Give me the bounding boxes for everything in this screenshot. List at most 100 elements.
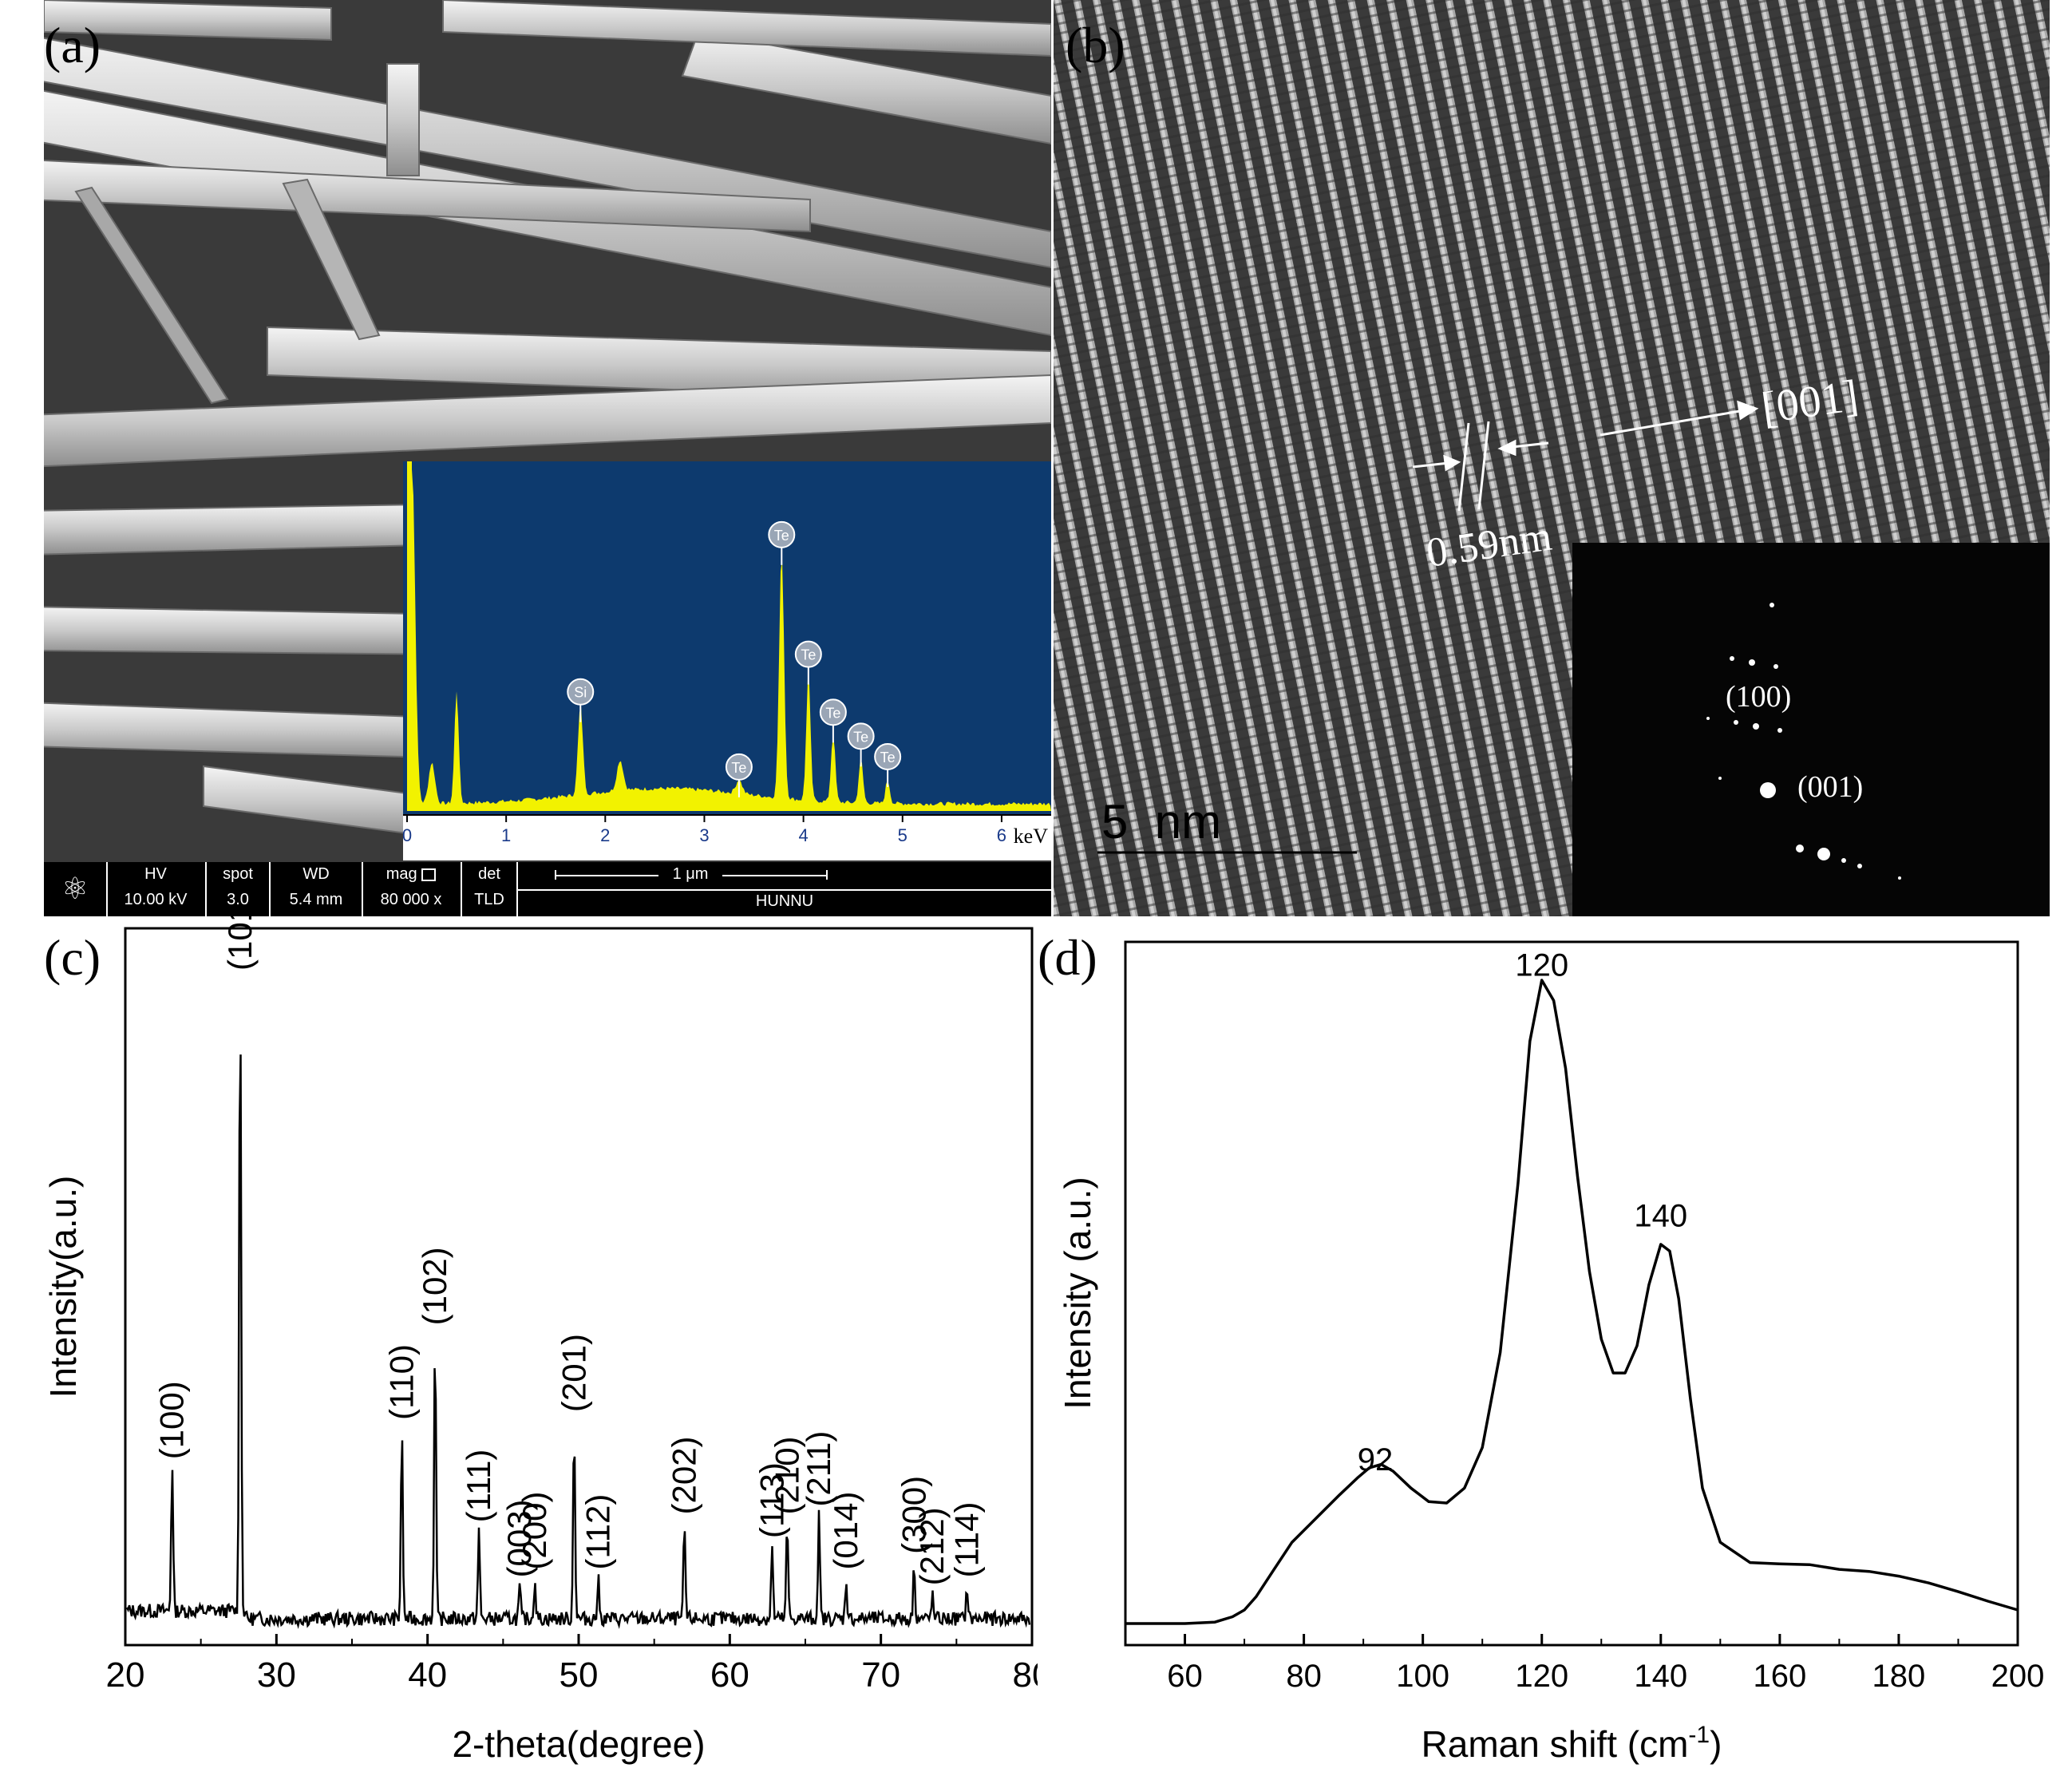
sem-scale-label: 1 μm (658, 865, 722, 884)
eds-x-tick-label: 2 (600, 825, 610, 845)
panel-a: Si Te Te Te Te Te Te 0 1 2 3 4 5 6 keV ⚛ HV 10.00 kV … (44, 0, 1051, 916)
panel-d-label: (d) (1038, 929, 1097, 986)
spacing-fringe-line (1457, 422, 1470, 512)
diffraction-spot (1730, 656, 1734, 661)
nanorod (386, 63, 420, 176)
eds-peak-label: Te (853, 729, 868, 745)
xrd-peak-label: (112) (579, 1494, 617, 1570)
nanorod (44, 0, 332, 42)
raman-x-tick-label: 180 (1872, 1659, 1926, 1694)
panel-a-label: (a) (44, 17, 101, 73)
diffraction-spot (1898, 876, 1901, 880)
nanorod (44, 606, 460, 656)
raman-x-tick-label: 140 (1634, 1659, 1687, 1694)
xrd-peak-label: (114) (948, 1502, 986, 1578)
xrd-series-line (125, 1054, 1031, 1629)
diffraction-spot (1753, 723, 1759, 730)
hv-value: 10.00 kV (124, 891, 188, 908)
xrd-y-axis-label: Intensity(a.u.) (42, 1176, 84, 1398)
panel-c-label: (c) (44, 929, 101, 986)
eds-x-tick-label: 1 (501, 825, 511, 845)
direction-arrow (1599, 409, 1741, 437)
sem-info-bar: ⚛ HV 10.00 kV spot 3.0 WD 5.4 mm mag 80 … (44, 862, 1051, 916)
xrd-peak-label: (101) (221, 916, 259, 971)
raman-x-tick-label: 160 (1753, 1659, 1806, 1694)
hrtem-image: 0.59nm [001] 5 nm (1054, 0, 2050, 916)
saed-label-100: (100) (1726, 680, 1791, 714)
diffraction-spot (1734, 720, 1738, 725)
spot-value: 3.0 (227, 891, 249, 908)
mag-square-icon (421, 868, 437, 881)
raman-chart: 92 120 140 60 80 100 120 140 160 180 200 Raman sh… (1057, 940, 2044, 1765)
eds-spectrum-inset: Si Te Te Te Te Te Te 0 1 2 3 4 5 6 keV (403, 461, 1051, 860)
eds-x-tick-label: 0 (403, 825, 412, 845)
xrd-chart: (100) (101) (110) (102) (111)(003)(200) (201)… (42, 916, 1038, 1765)
wd-label: WD (302, 865, 330, 883)
eds-peak-marker (819, 698, 847, 726)
saed-inset: (100) (001) (1572, 543, 2050, 916)
xrd-peak-label: (111) (460, 1450, 497, 1523)
nanorod (44, 374, 1051, 468)
xrd-x-tick-label: 50 (560, 1655, 599, 1695)
eds-peak-label: Si (574, 685, 587, 701)
diffraction-spot (1777, 728, 1782, 733)
diffraction-spot (1749, 659, 1755, 666)
raman-plot-frame (1124, 940, 2019, 1647)
xrd-peak-label: (210) (768, 1436, 805, 1514)
diffraction-spot (1773, 664, 1778, 669)
fei-logo-icon: ⚛ (44, 862, 108, 916)
xrd-x-axis-label: 2-theta(degree) (452, 1723, 705, 1765)
xrd-x-tick-label: 70 (861, 1655, 900, 1695)
raman-peak-label: 120 (1515, 947, 1568, 983)
raman-x-tick-label: 120 (1515, 1659, 1568, 1694)
eds-x-tick-label: 5 (898, 825, 907, 845)
xrd-x-tick-label: 40 (408, 1655, 447, 1695)
nanorod (44, 160, 811, 233)
raman-peak-label: 92 (1358, 1442, 1394, 1477)
raman-peak-label: 140 (1634, 1198, 1687, 1233)
mag-label: mag (386, 865, 417, 883)
eds-axis-strip (403, 814, 1051, 860)
xrd-peak-label: (102) (416, 1247, 453, 1325)
eds-peak-marker (567, 678, 595, 706)
saed-label-001: (001) (1797, 770, 1863, 804)
panel-b: 0.59nm [001] 5 nm (1054, 0, 2050, 916)
panel-b-label: (b) (1066, 17, 1125, 73)
diffraction-spot (1841, 858, 1846, 863)
xrd-peak-label: (202) (666, 1436, 703, 1514)
xrd-peak-label: (212) (913, 1507, 951, 1585)
eds-peak-label: Te (880, 750, 896, 765)
xrd-peak-label: (003) (500, 1499, 538, 1577)
xrd-peak-label: (014) (827, 1492, 864, 1570)
eds-x-tick-label: 6 (997, 825, 1006, 845)
xrd-peak-label: (100) (153, 1381, 191, 1459)
diffraction-spot (1796, 844, 1804, 852)
nanorod (681, 30, 1051, 145)
raman-x-axis-label: Raman shift (cm-1) (1422, 1722, 1722, 1765)
eds-peak-label: Te (774, 528, 789, 544)
eds-peak-label: Te (801, 647, 816, 663)
raman-series-line (1125, 979, 2019, 1625)
raman-y-axis-label: Intensity (a.u.) (1057, 1177, 1098, 1409)
raman-x-tick-label: 80 (1286, 1659, 1322, 1694)
spot-label: spot (223, 865, 253, 883)
arrowhead-icon (1737, 400, 1759, 421)
xrd-peak-label: (211) (800, 1431, 837, 1507)
hv-label: HV (144, 865, 167, 883)
diffraction-spot (1770, 603, 1774, 607)
xrd-x-tick-label: 30 (257, 1655, 296, 1695)
eds-peak-marker (794, 640, 822, 668)
raman-x-tick-label: 60 (1167, 1659, 1203, 1694)
eds-x-tick-label: 3 (699, 825, 709, 845)
det-value: TLD (474, 891, 504, 908)
arrowhead-icon (1497, 439, 1516, 457)
eds-peak-marker (847, 722, 875, 750)
xrd-x-tick-label: 20 (106, 1655, 145, 1695)
raman-x-tick-label: 100 (1396, 1659, 1449, 1694)
xrd-x-tick-label: 80 (1013, 1655, 1038, 1695)
sem-scale-bar-tick (555, 870, 556, 880)
xrd-peak-label: (201) (555, 1334, 592, 1412)
xrd-peak-label: (200) (516, 1492, 553, 1570)
nanorod (442, 0, 1051, 57)
diffraction-spot (1706, 717, 1710, 720)
